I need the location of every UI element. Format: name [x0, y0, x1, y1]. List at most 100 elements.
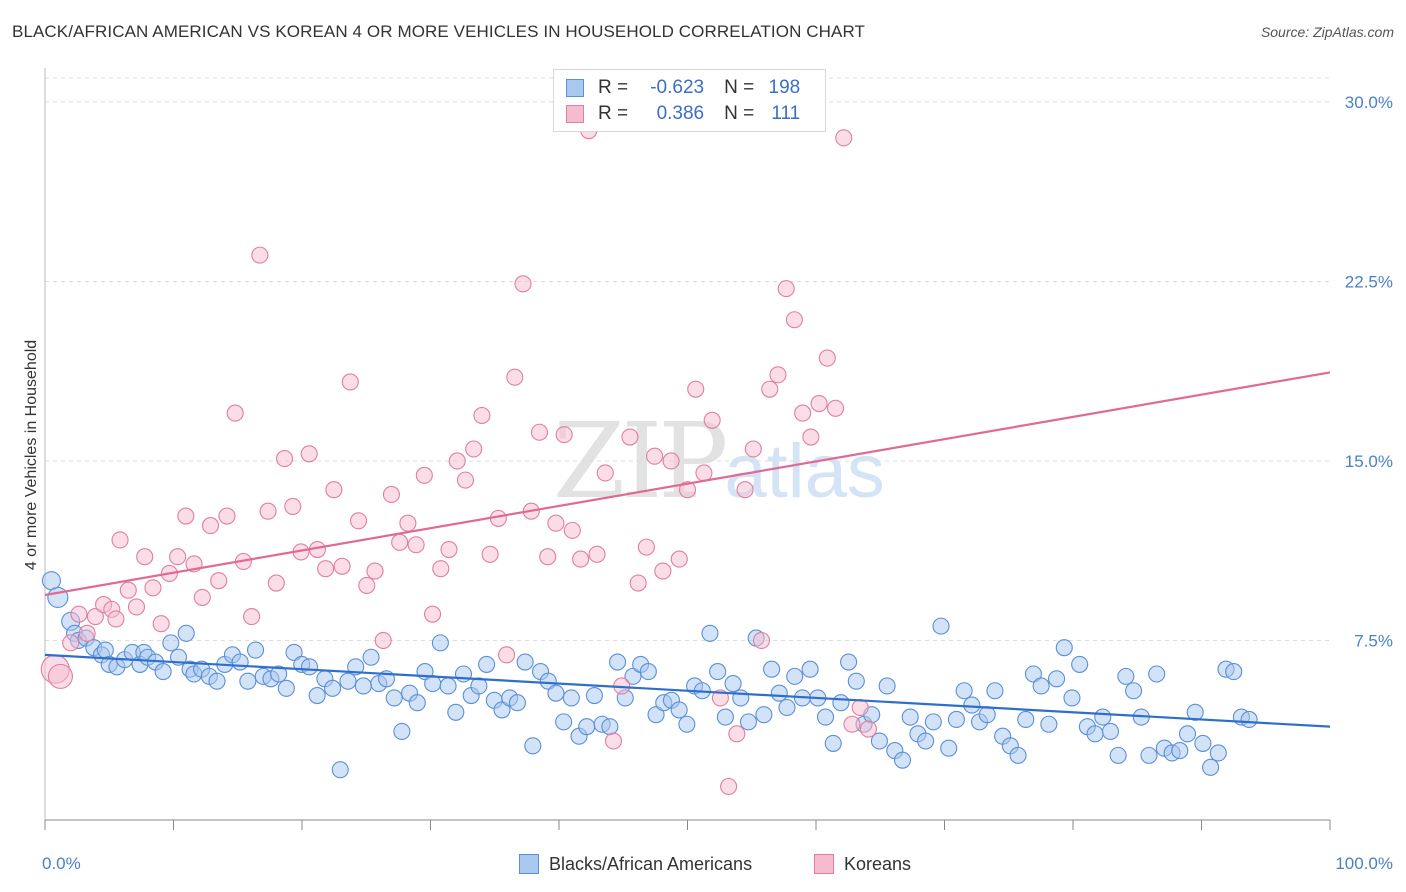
data-point-blacks: [1140, 746, 1158, 764]
data-point-blacks: [208, 672, 226, 690]
data-point-blacks: [1094, 708, 1112, 726]
data-point-koreans: [514, 275, 532, 293]
y-axis-label: 4 or more Vehicles in Household: [23, 340, 40, 570]
data-point-koreans: [802, 428, 820, 446]
data-point-koreans: [317, 560, 335, 578]
data-point-koreans: [728, 725, 746, 743]
data-point-blacks: [562, 689, 580, 707]
data-point-koreans: [572, 550, 590, 568]
data-point-koreans: [498, 646, 516, 664]
data-point-koreans: [415, 466, 433, 484]
data-point-koreans: [144, 579, 162, 597]
data-point-blacks: [878, 677, 896, 695]
data-point-blacks: [1148, 665, 1166, 683]
data-point-blacks: [154, 663, 172, 681]
data-point-blacks: [716, 708, 734, 726]
data-point-blacks: [639, 663, 657, 681]
data-point-koreans: [226, 404, 244, 422]
data-point-blacks: [300, 658, 319, 676]
data-point-blacks: [424, 675, 442, 693]
x-tick-label-max: 100.0%: [1335, 854, 1393, 873]
data-point-blacks: [755, 706, 773, 724]
data-point-koreans: [818, 349, 836, 367]
data-point-blacks: [1063, 689, 1081, 707]
data-point-blacks: [1240, 710, 1258, 729]
data-point-koreans: [399, 514, 417, 532]
data-point-koreans: [62, 634, 80, 652]
data-point-blacks: [470, 677, 488, 695]
data-point-blacks: [770, 684, 788, 702]
data-point-blacks: [331, 761, 349, 779]
data-point-blacks: [763, 660, 781, 678]
data-point-koreans: [382, 485, 400, 504]
data-point-koreans: [70, 605, 88, 623]
data-point-blacks: [1101, 722, 1120, 740]
data-point-blacks: [270, 665, 288, 683]
data-point-blacks: [1055, 639, 1073, 657]
legend-n-value-koreans: 111: [771, 103, 801, 124]
data-point-koreans: [851, 698, 869, 717]
data-point-koreans: [448, 452, 466, 470]
data-point-blacks: [1086, 725, 1104, 743]
data-point-koreans: [169, 548, 187, 566]
data-point-koreans: [563, 521, 581, 539]
data-point-blacks: [940, 739, 958, 757]
data-point-koreans: [662, 452, 680, 470]
data-point-blacks: [478, 655, 496, 673]
trend-lines: [44, 371, 1331, 728]
legend-swatch-koreans: [566, 105, 584, 123]
data-point-blacks: [324, 679, 342, 697]
data-point-blacks: [816, 708, 835, 726]
data-point-koreans: [407, 536, 425, 554]
data-point-koreans: [826, 399, 845, 417]
data-point-blacks: [493, 701, 511, 719]
bottom-legend-koreans: Koreans: [814, 852, 911, 876]
data-point-blacks: [1032, 677, 1050, 695]
legend-row-koreans: R = 0.386 N = 111: [566, 102, 800, 126]
data-point-blacks: [601, 718, 619, 736]
data-point-blacks: [917, 732, 935, 750]
data-point-blacks: [1202, 758, 1220, 776]
data-point-blacks: [870, 732, 888, 750]
bottom-legend-label-blacks: Blacks/African Americans: [549, 853, 753, 874]
data-point-blacks: [1040, 715, 1058, 733]
data-point-koreans: [596, 464, 614, 482]
data-point-koreans: [777, 280, 795, 298]
data-point-koreans: [107, 610, 125, 628]
data-point-koreans: [711, 689, 729, 707]
data-point-koreans: [678, 481, 697, 499]
data-point-blacks: [1024, 665, 1043, 683]
data-point-koreans: [687, 380, 705, 398]
data-point-koreans: [539, 548, 557, 566]
data-point-koreans: [119, 581, 137, 599]
legend-r-value-koreans: 0.386: [656, 103, 705, 124]
data-point-blacks: [1017, 710, 1035, 729]
legend-n-value-blacks: 198: [768, 77, 801, 98]
data-point-blacks: [678, 715, 696, 733]
data-point-blacks: [385, 689, 403, 707]
data-point-blacks: [354, 677, 372, 695]
data-point-blacks: [963, 696, 981, 714]
data-point-blacks: [339, 672, 357, 690]
data-point-blacks: [177, 624, 195, 642]
data-point-koreans: [456, 471, 475, 489]
data-point-koreans: [473, 406, 491, 425]
data-point-koreans: [358, 576, 376, 594]
data-point-blacks: [701, 624, 719, 642]
data-point-koreans: [111, 531, 129, 549]
data-point-koreans: [251, 246, 269, 264]
y-tick-label: 22.5%: [1345, 272, 1393, 291]
data-point-blacks: [647, 706, 665, 724]
data-point-koreans: [136, 548, 154, 566]
data-point-koreans: [78, 624, 96, 642]
source-label: Source: ZipAtlas.com: [1260, 24, 1394, 40]
data-point-blacks: [709, 663, 727, 681]
data-point-blacks: [539, 672, 557, 690]
data-point-blacks: [947, 710, 965, 729]
chart-title: BLACK/AFRICAN AMERICAN VS KOREAN 4 OR MO…: [12, 22, 866, 41]
data-point-koreans: [810, 394, 828, 413]
data-point-koreans: [621, 428, 639, 446]
data-point-blacks: [832, 694, 850, 712]
data-point-blacks: [932, 617, 950, 635]
